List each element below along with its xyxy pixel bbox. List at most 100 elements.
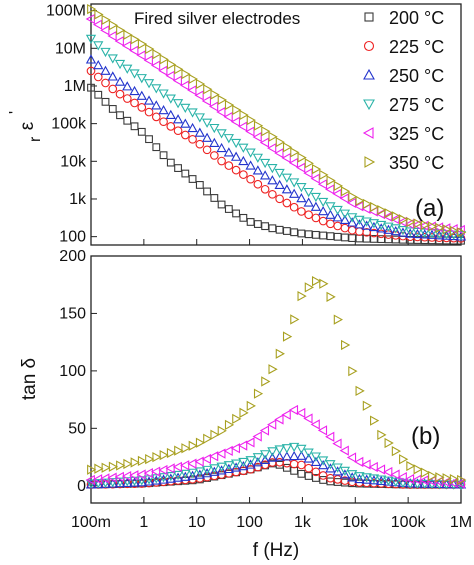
data-point xyxy=(304,158,314,169)
data-point xyxy=(348,191,358,202)
data-point xyxy=(390,225,401,236)
y-tick-label: 100 xyxy=(59,363,86,380)
data-point xyxy=(159,117,168,127)
data-point xyxy=(115,89,125,99)
data-point xyxy=(92,19,103,30)
data-point xyxy=(435,472,445,483)
data-point xyxy=(223,461,234,471)
data-point xyxy=(354,215,365,225)
x-tick-label: 1k xyxy=(294,514,312,531)
data-point xyxy=(166,122,176,131)
data-point xyxy=(259,158,271,169)
data-point xyxy=(375,464,386,475)
data-point xyxy=(180,469,191,480)
x-axis-label: f (Hz) xyxy=(253,540,299,561)
legend-entry: 225 °C xyxy=(389,37,444,57)
data-point xyxy=(143,55,153,66)
data-point xyxy=(166,59,177,70)
data-point xyxy=(332,188,342,199)
x-tick-label: 10k xyxy=(342,514,369,531)
data-point xyxy=(341,233,349,242)
y-tick-label: 50 xyxy=(68,420,86,437)
data-point xyxy=(209,101,219,112)
y-tick-label: 10M xyxy=(55,40,86,57)
data-point xyxy=(310,173,320,184)
legend-marker xyxy=(364,156,376,168)
data-point xyxy=(383,222,394,232)
data-point xyxy=(180,118,191,128)
data-point xyxy=(108,105,117,113)
data-point xyxy=(122,64,133,74)
data-point xyxy=(203,187,211,196)
panel-b: 0 50 100 150 200 100m 1 10 100 1k 10k 100k 1M (b) ta… xyxy=(19,248,472,561)
legend-marker xyxy=(363,68,375,80)
data-point xyxy=(194,456,204,467)
data-point xyxy=(188,175,197,183)
data-point xyxy=(449,225,460,237)
panel-a-frame xyxy=(90,3,462,246)
data-point xyxy=(304,472,313,480)
y-tick-label: 10k xyxy=(60,153,87,170)
data-point xyxy=(332,205,343,216)
data-point xyxy=(195,139,205,149)
data-point xyxy=(384,437,394,449)
data-point xyxy=(166,158,175,167)
data-point xyxy=(268,131,278,142)
data-point xyxy=(318,205,329,216)
data-point xyxy=(290,228,299,237)
data-point xyxy=(93,41,104,51)
data-point xyxy=(188,440,198,451)
data-point xyxy=(370,201,380,213)
data-point xyxy=(267,142,277,154)
data-point xyxy=(152,143,161,152)
data-point xyxy=(412,228,423,239)
panel-a-points xyxy=(85,3,467,245)
data-point xyxy=(368,219,380,229)
data-point xyxy=(123,29,133,40)
x-tick-label: 100m xyxy=(71,514,111,531)
y-tick-label: 1k xyxy=(69,191,87,208)
data-point xyxy=(325,209,336,219)
data-point xyxy=(187,468,198,478)
data-point xyxy=(383,466,393,478)
data-point xyxy=(457,227,467,238)
data-point xyxy=(282,227,291,235)
data-point xyxy=(245,148,256,158)
data-point xyxy=(143,95,155,105)
data-point xyxy=(165,109,176,119)
data-point xyxy=(325,460,336,470)
data-point xyxy=(391,445,402,457)
data-point xyxy=(116,460,126,471)
data-point xyxy=(151,474,162,484)
data-point xyxy=(137,455,148,467)
data-point xyxy=(435,222,445,234)
data-point xyxy=(405,227,416,237)
x-tick-label: 10 xyxy=(188,514,206,531)
data-point xyxy=(296,450,307,460)
data-point xyxy=(217,156,226,166)
data-point xyxy=(230,138,242,149)
data-point xyxy=(123,116,132,125)
data-point xyxy=(246,218,255,226)
data-point xyxy=(137,127,146,136)
data-point xyxy=(158,474,169,484)
data-point xyxy=(216,129,227,139)
data-point xyxy=(107,71,118,81)
data-point xyxy=(180,103,191,114)
data-point xyxy=(174,445,184,456)
data-point xyxy=(406,460,416,472)
data-point xyxy=(259,425,270,436)
data-point xyxy=(361,473,372,483)
data-point xyxy=(187,108,198,118)
data-point xyxy=(288,404,299,416)
data-point xyxy=(419,229,430,239)
data-point xyxy=(107,478,118,488)
data-point xyxy=(152,451,162,463)
data-point xyxy=(210,89,220,100)
data-point xyxy=(151,84,162,94)
data-point xyxy=(172,75,182,86)
panel-b-ticks: 0 50 100 150 200 100m 1 10 100 1k 10k 100k 1M xyxy=(59,248,472,531)
legend-marker xyxy=(363,40,375,52)
data-point xyxy=(290,314,300,325)
data-point xyxy=(159,151,168,160)
